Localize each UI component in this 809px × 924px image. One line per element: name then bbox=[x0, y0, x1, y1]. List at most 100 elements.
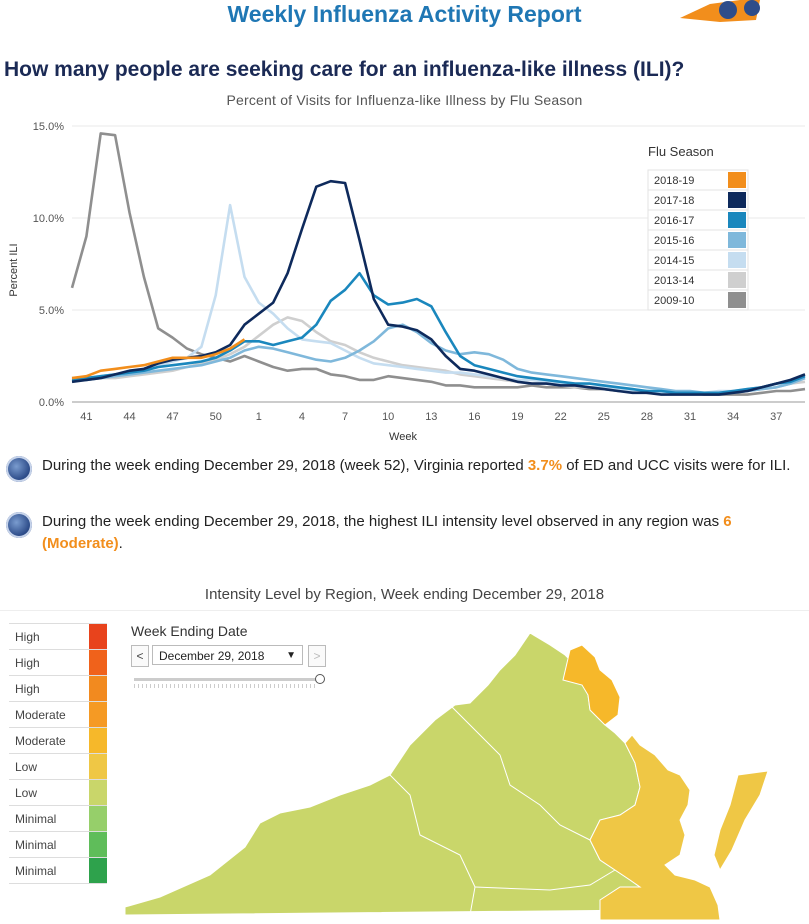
intensity-swatch bbox=[89, 728, 107, 753]
intensity-level-label: High bbox=[15, 656, 40, 670]
legend-label: 2014-15 bbox=[654, 255, 694, 267]
x-tick-label: 13 bbox=[425, 411, 437, 423]
y-tick-label: 0.0% bbox=[39, 397, 64, 409]
week-filter-label: Week Ending Date bbox=[131, 623, 248, 639]
prev-week-button[interactable]: < bbox=[131, 645, 149, 667]
intensity-level-label: High bbox=[15, 682, 40, 696]
intensity-level-row: Moderate bbox=[9, 702, 107, 728]
legend-label: 2013-14 bbox=[654, 275, 694, 287]
legend-swatch bbox=[728, 212, 746, 228]
intensity-level-row: Minimal bbox=[9, 832, 107, 858]
legend-label: 2018-19 bbox=[654, 175, 694, 187]
stat-1-text: During the week ending December 29, 2018… bbox=[42, 457, 528, 474]
legend-label: 2009-10 bbox=[654, 295, 694, 307]
legend-row bbox=[647, 289, 749, 311]
intensity-level-label: Minimal bbox=[15, 864, 57, 878]
next-week-button[interactable]: > bbox=[308, 645, 326, 667]
legend-swatch bbox=[728, 252, 746, 268]
ili-line-chart: 0.0%5.0%10.0%15.0% 41 44 47 50 1 4 7 10 13 16 19 22… bbox=[8, 121, 806, 443]
series-line-2016-17 bbox=[71, 271, 806, 395]
intensity-level-row: Minimal bbox=[9, 858, 107, 884]
x-tick-label: 1 bbox=[256, 411, 262, 423]
intensity-swatch bbox=[89, 650, 107, 675]
y-tick-label: 10.0% bbox=[33, 213, 64, 225]
intensity-swatch bbox=[89, 624, 107, 649]
week-date-value: December 29, 2018 bbox=[159, 649, 265, 663]
intensity-level-label: High bbox=[15, 630, 40, 644]
x-tick-label: 4 bbox=[299, 411, 305, 423]
x-tick-label: 47 bbox=[166, 411, 178, 423]
chevron-down-icon: ▼ bbox=[286, 650, 296, 661]
y-axis-label: Percent ILI bbox=[8, 243, 20, 296]
series-line-2018-19 bbox=[71, 338, 246, 380]
intensity-swatch bbox=[89, 754, 107, 779]
intensity-swatch bbox=[89, 858, 107, 883]
legend-swatch bbox=[728, 272, 746, 288]
intensity-level-row: Low bbox=[9, 780, 107, 806]
intensity-level-row: Minimal bbox=[9, 806, 107, 832]
legend-label: 2015-16 bbox=[654, 235, 694, 247]
chart-title: Percent of Visits for Influenza-like Ill… bbox=[226, 92, 583, 108]
stat-1-text-end: of ED and UCC visits were for ILI. bbox=[562, 457, 791, 474]
legend-label: 2017-18 bbox=[654, 195, 694, 207]
stat-1-highlight: 3.7% bbox=[527, 457, 563, 474]
intensity-swatch bbox=[89, 780, 107, 805]
intensity-legend: High High High Moderate Moderate Low Low Minima… bbox=[9, 623, 107, 884]
question-heading: How many people are seeking care for an … bbox=[4, 58, 685, 81]
virginia-region-map bbox=[124, 632, 769, 921]
x-tick-label: 7 bbox=[342, 411, 348, 423]
week-date-select[interactable]: December 29, 2018 ▼ bbox=[152, 645, 303, 665]
stat-2-text-end: . bbox=[118, 535, 123, 552]
x-tick-label: 44 bbox=[123, 411, 135, 423]
legend-swatch bbox=[728, 292, 746, 308]
intensity-level-row: High bbox=[9, 676, 107, 702]
x-tick-label: 31 bbox=[684, 411, 696, 423]
virginia-flu-logo bbox=[680, 0, 760, 22]
intensity-level-row: High bbox=[9, 624, 107, 650]
x-axis-label: Week bbox=[389, 431, 417, 443]
legend-swatch bbox=[728, 172, 746, 188]
intensity-level-label: Moderate bbox=[15, 708, 66, 722]
virus-icon bbox=[6, 456, 32, 482]
week-slider-handle[interactable] bbox=[315, 674, 325, 684]
intensity-swatch bbox=[89, 676, 107, 701]
x-tick-label: 19 bbox=[511, 411, 523, 423]
intensity-level-label: Low bbox=[15, 760, 38, 774]
map-title: Intensity Level by Region, Week ending D… bbox=[204, 586, 605, 603]
legend-swatch bbox=[728, 232, 746, 248]
x-tick-label: 28 bbox=[641, 411, 653, 423]
legend-title: Flu Season bbox=[648, 144, 714, 159]
week-slider-ticks bbox=[134, 684, 318, 688]
x-tick-label: 25 bbox=[598, 411, 610, 423]
series-line-2013-14 bbox=[72, 316, 806, 395]
intensity-level-label: Moderate bbox=[15, 734, 66, 748]
intensity-level-label: Minimal bbox=[15, 838, 57, 852]
report-title: Weekly Influenza Activity Report bbox=[227, 1, 582, 27]
virus-icon bbox=[6, 512, 32, 538]
region-eastern[interactable] bbox=[589, 734, 721, 921]
x-tick-label: 34 bbox=[727, 411, 739, 423]
x-tick-label: 41 bbox=[80, 411, 92, 423]
stat-weekly-percent: During the week ending December 29, 2018… bbox=[42, 455, 807, 477]
divider bbox=[0, 610, 809, 611]
legend-label: 2016-17 bbox=[654, 215, 694, 227]
region-eastern-shore[interactable] bbox=[713, 770, 769, 872]
stat-2-highlight: 6 (Moderate) bbox=[42, 513, 732, 552]
stat-2-text: During the week ending December 29, 2018… bbox=[42, 513, 724, 530]
stat-intensity: During the week ending December 29, 2018… bbox=[42, 511, 807, 555]
y-tick-label: 15.0% bbox=[33, 121, 64, 133]
intensity-swatch bbox=[89, 832, 107, 857]
intensity-level-row: High bbox=[9, 650, 107, 676]
intensity-level-row: Moderate bbox=[9, 728, 107, 754]
x-tick-label: 16 bbox=[468, 411, 480, 423]
intensity-level-label: Low bbox=[15, 786, 38, 800]
intensity-swatch bbox=[89, 806, 107, 831]
x-tick-label: 22 bbox=[555, 411, 567, 423]
region-northern[interactable] bbox=[562, 644, 621, 726]
legend-swatch bbox=[728, 192, 746, 208]
x-tick-label: 50 bbox=[210, 411, 222, 423]
y-tick-label: 5.0% bbox=[39, 305, 64, 317]
week-slider-track[interactable] bbox=[134, 678, 318, 681]
x-tick-label: 10 bbox=[382, 411, 394, 423]
intensity-level-label: Minimal bbox=[15, 812, 57, 826]
